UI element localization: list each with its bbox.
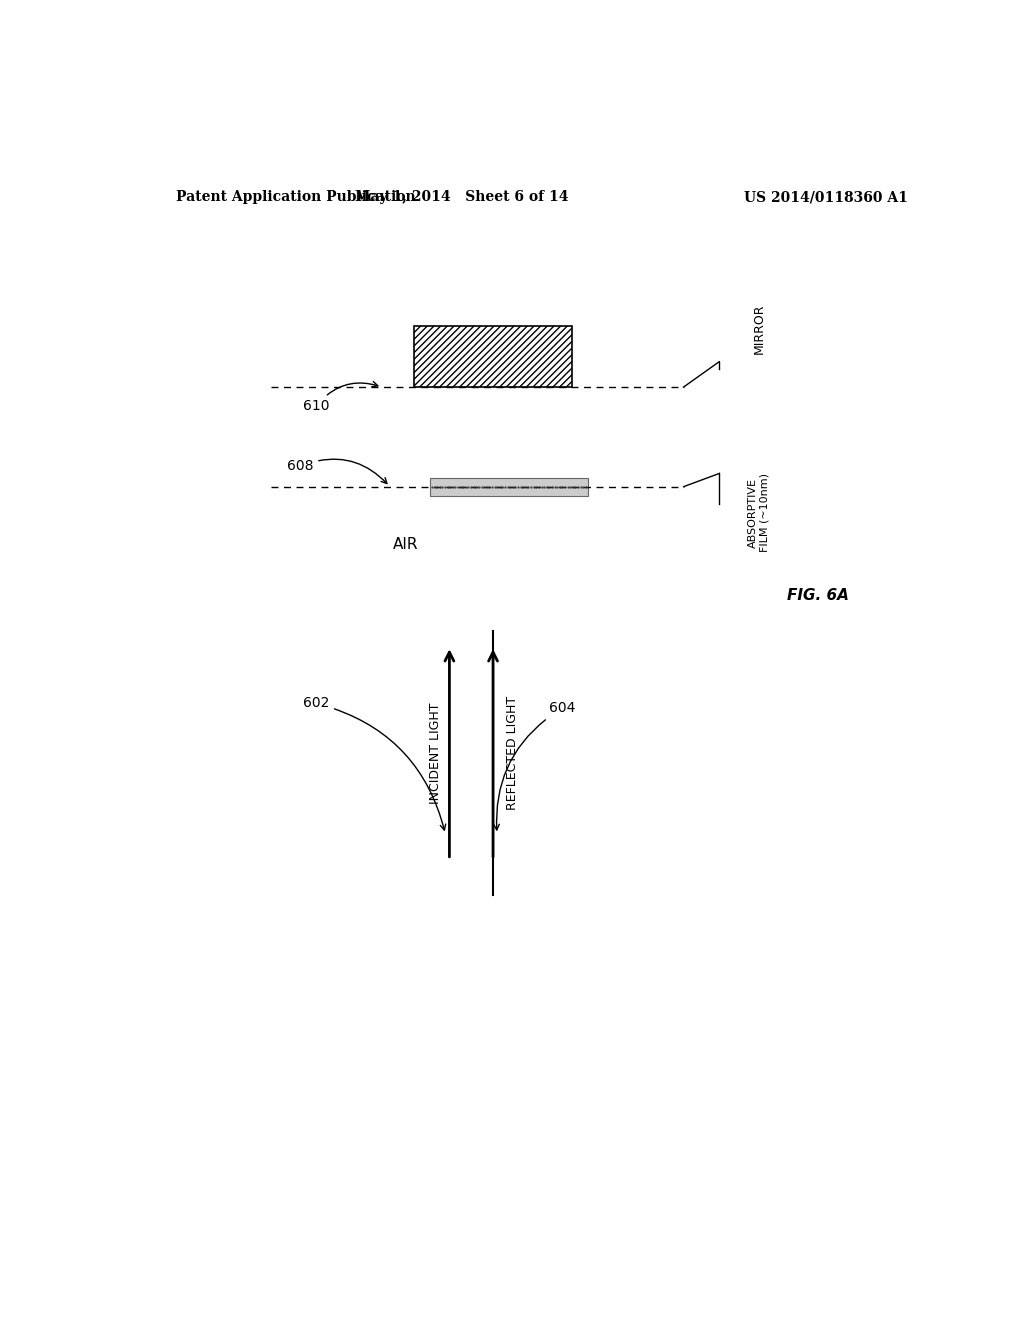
Text: 602: 602 — [303, 696, 445, 830]
Bar — [414, 326, 572, 387]
Text: 604: 604 — [494, 701, 575, 830]
Text: AIR: AIR — [393, 537, 419, 552]
Text: US 2014/0118360 A1: US 2014/0118360 A1 — [744, 190, 908, 205]
Text: FIG. 6A: FIG. 6A — [787, 587, 849, 603]
Text: 608: 608 — [287, 459, 387, 483]
Text: MIRROR: MIRROR — [753, 304, 765, 354]
Text: 610: 610 — [303, 381, 378, 413]
Text: INCIDENT LIGHT: INCIDENT LIGHT — [429, 702, 441, 804]
Text: ABSORPTIVE
FILM (~10nm): ABSORPTIVE FILM (~10nm) — [749, 474, 770, 553]
Text: REFLECTED LIGHT: REFLECTED LIGHT — [507, 696, 519, 810]
Text: May 1, 2014   Sheet 6 of 14: May 1, 2014 Sheet 6 of 14 — [354, 190, 568, 205]
Bar — [430, 478, 589, 496]
Text: Patent Application Publication: Patent Application Publication — [176, 190, 416, 205]
